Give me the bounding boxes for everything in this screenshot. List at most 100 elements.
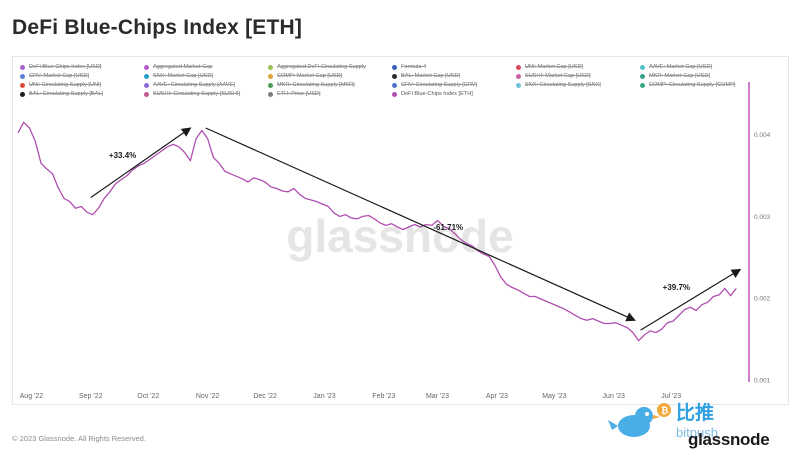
legend-swatch	[20, 64, 25, 70]
x-tick-label: Jul '23	[661, 393, 681, 400]
legend-swatch	[516, 73, 521, 79]
x-tick-label: Dec '22	[253, 393, 277, 400]
legend-swatch	[20, 91, 25, 97]
legend-swatch	[20, 73, 25, 79]
legend-label: DeFi Blue-Chips Index [USD]	[29, 64, 102, 70]
annotation-arrow	[90, 127, 192, 199]
legend-label: DeFi Blue-Chips Index [ETH]	[401, 91, 473, 97]
legend-item[interactable]: SNX: Market Cap [USD]	[144, 73, 264, 79]
legend-swatch	[392, 64, 397, 70]
bitpush-bird-logo: ₿	[606, 396, 696, 446]
legend-item[interactable]: SUSHI: Market Cap [USD]	[516, 73, 636, 79]
legend-swatch	[268, 73, 273, 79]
legend-label: UNI: Market Cap [USD]	[525, 64, 584, 70]
legend-label: BAL: Market Cap [USD]	[401, 73, 461, 79]
legend-swatch	[640, 82, 645, 88]
legend-label: SNX: Circulating Supply [SNX]	[525, 82, 601, 88]
y-tick-label: 0.001	[754, 378, 771, 385]
legend-item[interactable]: AAVE: Circulating Supply [AAVE]	[144, 82, 264, 88]
page-title: DeFi Blue-Chips Index [ETH]	[12, 16, 303, 39]
x-tick-label: Nov '22	[196, 393, 220, 400]
svg-text:₿: ₿	[661, 406, 668, 417]
legend-swatch	[392, 73, 397, 79]
legend-item[interactable]: UNI: Market Cap [USD]	[516, 64, 636, 70]
legend-item[interactable]: COMP: Circulating Supply [COMP]	[640, 82, 760, 88]
x-tick-label: Jan '23	[313, 393, 335, 400]
legend-label: Aggregated DeFi Circulating Supply	[277, 64, 366, 70]
legend-swatch	[20, 82, 25, 88]
legend-label: BAL: Circulating Supply [BAL]	[29, 91, 103, 97]
x-tick-label: Apr '23	[486, 393, 508, 400]
chart-legend: DeFi Blue-Chips Index [USD] Aggregated Ma…	[20, 64, 760, 97]
legend-item[interactable]: AAVE: Market Cap [USD]	[640, 64, 760, 70]
legend-swatch	[392, 91, 397, 97]
legend-label: AAVE: Market Cap [USD]	[649, 64, 713, 70]
legend-label: UNI: Circulating Supply [UNI]	[29, 82, 102, 88]
x-tick-label: Mar '23	[426, 393, 449, 400]
legend-label: SUSHI: Market Cap [USD]	[525, 73, 591, 79]
legend-item[interactable]: COMP: Market Cap [USD]	[268, 73, 388, 79]
copyright-text: © 2023 Glassnode. All Rights Reserved.	[12, 434, 146, 443]
legend-label: MKR: Market Cap [USD]	[649, 73, 710, 79]
y-tick-label: 0.004	[754, 132, 771, 139]
legend-item[interactable]: CRV: Market Cap [USD]	[20, 73, 140, 79]
legend-label: SUSHI: Circulating Supply [SUSHI]	[153, 91, 241, 97]
watermark-text: glassnode	[286, 210, 514, 262]
legend-label: AAVE: Circulating Supply [AAVE]	[153, 82, 235, 88]
legend-label: SNX: Market Cap [USD]	[153, 73, 213, 79]
legend-swatch	[268, 64, 273, 70]
y-tick-label: 0.003	[754, 214, 771, 221]
x-tick-label: Jun '23	[603, 393, 625, 400]
legend-label: ETH: Price [USD]	[277, 91, 321, 97]
legend-label: Aggregated Market Cap	[153, 64, 213, 70]
x-tick-label: Oct '22	[137, 393, 159, 400]
legend-item[interactable]: Aggregated Market Cap	[144, 64, 264, 70]
legend-item[interactable]: BAL: Market Cap [USD]	[392, 73, 512, 79]
legend-label: COMP: Market Cap [USD]	[277, 73, 343, 79]
legend-label: CRV: Circulating Supply [CRV]	[401, 82, 478, 88]
legend-item[interactable]: DeFi Blue-Chips Index [ETH]	[392, 91, 512, 97]
legend-label: CRV: Market Cap [USD]	[29, 73, 89, 79]
bitpush-cn-label: 比推	[676, 403, 715, 424]
annotation-label: +33.4%	[109, 151, 136, 160]
chart-frame	[12, 56, 789, 405]
legend-item[interactable]: Formula 4	[392, 64, 512, 70]
legend-swatch	[144, 82, 149, 88]
series-line	[17, 121, 737, 342]
legend-label: COMP: Circulating Supply [COMP]	[649, 82, 736, 88]
legend-item[interactable]: MKR: Circulating Supply [MKR]	[268, 82, 388, 88]
legend-swatch	[144, 73, 149, 79]
legend-item[interactable]: DeFi Blue-Chips Index [USD]	[20, 64, 140, 70]
legend-item[interactable]: UNI: Circulating Supply [UNI]	[20, 82, 140, 88]
x-tick-label: May '23	[542, 393, 566, 400]
legend-swatch	[640, 73, 645, 79]
legend-item[interactable]: BAL: Circulating Supply [BAL]	[20, 91, 140, 97]
annotation-arrow	[640, 268, 742, 331]
legend-item[interactable]: MKR: Market Cap [USD]	[640, 73, 760, 79]
legend-swatch	[144, 91, 149, 97]
legend-swatch	[144, 64, 149, 70]
x-tick-label: Sep '22	[79, 393, 103, 400]
legend-item[interactable]: SUSHI: Circulating Supply [SUSHI]	[144, 91, 264, 97]
legend-swatch	[640, 64, 645, 70]
y-tick-label: 0.002	[754, 296, 771, 303]
legend-swatch	[268, 91, 273, 97]
legend-item[interactable]: ETH: Price [USD]	[268, 91, 388, 97]
glassnode-logo: glassnode	[688, 430, 770, 449]
legend-swatch	[268, 82, 273, 88]
legend-swatch	[516, 82, 521, 88]
bitpush-en-label: bitpush	[676, 425, 718, 440]
annotation-arrow	[205, 127, 636, 322]
x-tick-label: Aug '22	[20, 393, 44, 400]
legend-label: Formula 4	[401, 64, 427, 70]
annotation-label: -61.71%	[433, 223, 463, 232]
x-tick-label: Feb '23	[372, 393, 395, 400]
legend-item[interactable]: SNX: Circulating Supply [SNX]	[516, 82, 636, 88]
legend-item[interactable]: CRV: Circulating Supply [CRV]	[392, 82, 512, 88]
legend-swatch	[516, 64, 521, 70]
legend-item[interactable]: Aggregated DeFi Circulating Supply	[268, 64, 388, 70]
legend-label: MKR: Circulating Supply [MKR]	[277, 82, 355, 88]
legend-swatch	[392, 82, 397, 88]
annotation-label: +39.7%	[663, 283, 690, 292]
